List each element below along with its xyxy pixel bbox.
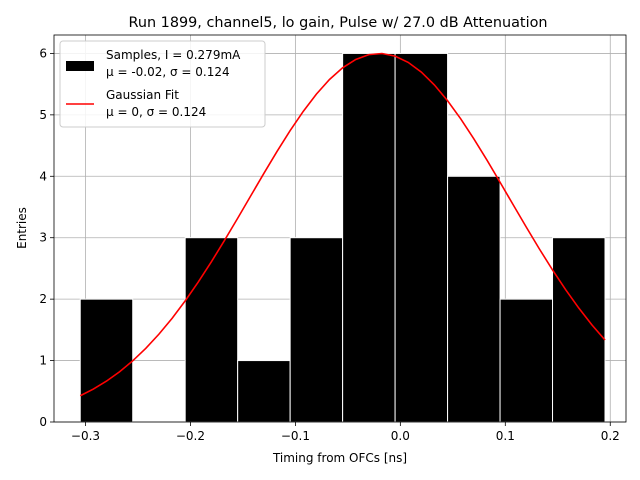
x-tick-label: −0.1: [281, 429, 310, 443]
y-tick-label: 4: [39, 169, 47, 183]
gaussian-fit-line: [79, 52, 606, 397]
y-tick-label: 0: [39, 415, 47, 429]
histogram-bars: [79, 52, 606, 423]
histogram-bar: [499, 298, 554, 423]
histogram-bar: [79, 298, 134, 423]
histogram-bar: [237, 360, 291, 423]
histogram-bar: [289, 237, 344, 423]
x-tick-label: 0.0: [391, 429, 410, 443]
legend-fit-label: Gaussian Fit: [106, 88, 179, 102]
legend-box: [59, 40, 266, 128]
histogram-bar: [342, 52, 396, 423]
x-tick-label: 0.1: [496, 429, 515, 443]
x-tick-label: −0.3: [71, 429, 100, 443]
x-axis-ticks: −0.3 −0.2 −0.1 0.0 0.1 0.2: [71, 422, 620, 443]
histogram-bar: [394, 52, 449, 423]
gaussian-fit-curve: [79, 52, 606, 397]
y-tick-label: 2: [39, 292, 47, 306]
plot-frame: [53, 34, 627, 423]
y-axis-label: Entries: [15, 207, 29, 249]
histogram-bar: [447, 175, 501, 423]
legend-fit-stats: μ = 0, σ = 0.124: [106, 105, 206, 119]
y-tick-label: 1: [39, 354, 47, 368]
legend-samples-label: Samples, I = 0.279mA: [106, 48, 241, 62]
y-tick-label: 6: [39, 46, 47, 60]
y-axis-ticks: 0 1 2 3 4 5 6: [39, 46, 54, 429]
legend-samples-stats: μ = -0.02, σ = 0.124: [106, 65, 230, 79]
x-tick-label: −0.2: [176, 429, 205, 443]
x-axis-label: Timing from OFCs [ns]: [272, 451, 407, 465]
legend: Samples, I = 0.279mA μ = -0.02, σ = 0.12…: [59, 40, 266, 128]
y-tick-label: 3: [39, 231, 47, 245]
histogram-bar: [184, 237, 239, 423]
legend-samples-swatch: [66, 61, 94, 71]
chart-title: Run 1899, channel5, lo gain, Pulse w/ 27…: [129, 15, 548, 31]
y-tick-label: 5: [39, 108, 47, 122]
x-tick-label: 0.2: [601, 429, 620, 443]
